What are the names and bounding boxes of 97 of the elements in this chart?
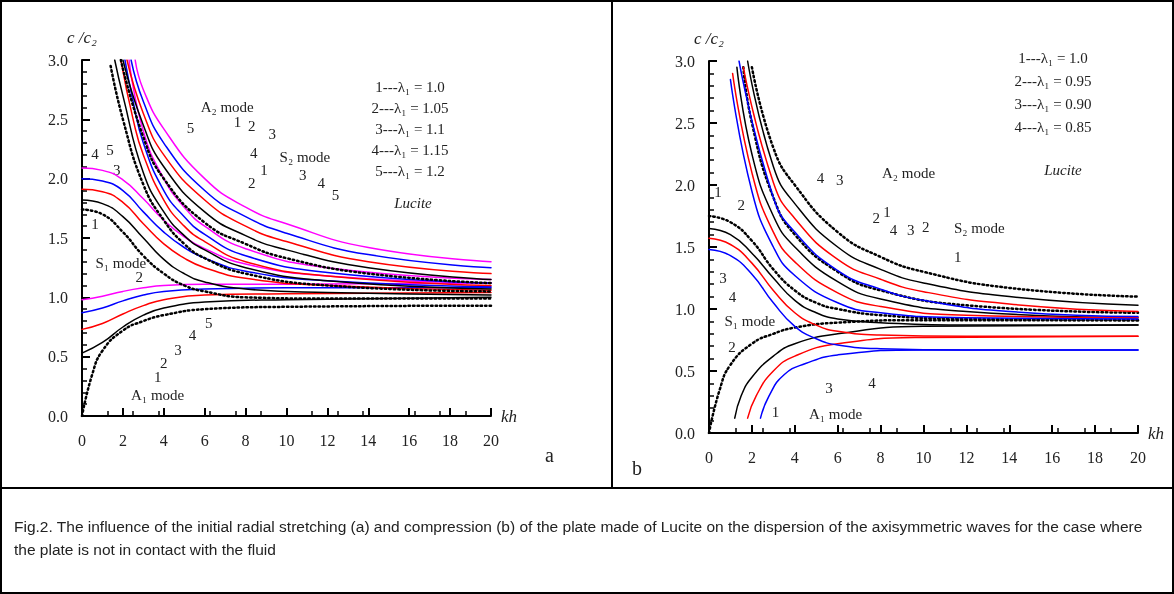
x-tick-label: 10 [278, 431, 295, 449]
y-tick-label: 0.5 [675, 362, 695, 380]
annotation: 1---λ₁ = 1.0 [1018, 50, 1088, 66]
annotation: 4---λ₁ = 1.15 [371, 142, 449, 158]
annotation: 3 [825, 380, 833, 397]
y-tick-label: 0.5 [48, 348, 68, 366]
annotation: Lucite [393, 195, 433, 211]
x-tick-label: 0 [705, 448, 713, 466]
y-tick-label: 0.0 [48, 407, 68, 425]
y-tick-label: 1.5 [675, 238, 695, 256]
annotation: 2---λ₁ = 0.95 [1014, 73, 1092, 89]
annotation: 2---λ₁ = 1.05 [371, 100, 449, 116]
annotation: 1 [233, 113, 242, 130]
annotation: 2 [247, 175, 256, 192]
y-tick-label: 1.5 [48, 229, 68, 247]
annotation: 1 [714, 184, 722, 201]
annotation: 4 [91, 145, 100, 162]
annotation: 2 [728, 339, 736, 356]
x-tick-label: 18 [442, 431, 459, 449]
y-tick-label: 3.0 [48, 51, 68, 69]
x-tick-label: 20 [1130, 448, 1146, 466]
x-tick-label: 0 [78, 431, 86, 449]
x-tick-label: 6 [833, 448, 842, 466]
annotation: 4 [250, 144, 259, 161]
x-tick-label: 6 [200, 431, 209, 449]
annotation: 1 [91, 215, 99, 232]
x-tick-label: 2 [747, 448, 756, 466]
annotation: 2 [921, 219, 930, 236]
y-tick-label: 3.0 [675, 52, 695, 70]
annotation: 3 [299, 167, 307, 184]
annotation: 4 [868, 375, 877, 392]
annotation: A₂ mode [881, 164, 936, 181]
x-tick-label: 8 [241, 431, 250, 449]
annotation: 2 [160, 354, 168, 371]
annotation: 1 [883, 204, 891, 221]
annotation: 1 [954, 248, 962, 265]
annotation: 3---λ₁ = 1.1 [375, 121, 445, 137]
annotation: 5 [205, 315, 213, 332]
annotation: 3---λ₁ = 0.90 [1014, 96, 1092, 112]
annotation: 4---λ₁ = 0.85 [1014, 119, 1092, 135]
annotation: 4 [889, 221, 898, 238]
y-tick-label: 2.5 [48, 110, 68, 128]
text: a [545, 444, 554, 466]
y-tick-label: 2.0 [675, 176, 695, 194]
annotation: 2 [135, 269, 144, 286]
annotation: A₂ mode [200, 99, 255, 116]
x-tick-label: 2 [118, 431, 127, 449]
annotation: 2 [737, 196, 745, 213]
x-tick-label: 16 [1044, 448, 1061, 466]
annotation: 5---λ₁ = 1.2 [375, 163, 445, 179]
annotation: 4 [816, 169, 825, 186]
x-axis-title: kh [501, 406, 518, 426]
annotation: 3 [719, 270, 727, 286]
annotation: 1 [771, 403, 780, 420]
annotation: 2 [872, 210, 881, 227]
text: b [632, 457, 642, 479]
annotation: S₁ mode [95, 254, 147, 271]
x-tick-label: 14 [360, 431, 377, 449]
y-axis-title: c /c₂ [67, 28, 98, 47]
x-tick-label: 12 [958, 448, 975, 466]
y-tick-label: 1.0 [48, 288, 68, 306]
annotation: 3 [268, 125, 276, 142]
y-axis-title: c /c₂ [694, 29, 725, 48]
x-tick-label: 4 [790, 448, 799, 466]
annotation: 5 [331, 187, 340, 204]
x-tick-label: 4 [159, 431, 168, 449]
x-tick-label: 18 [1087, 448, 1104, 466]
annotation: 4 [317, 175, 326, 192]
y-tick-label: 2.5 [675, 114, 695, 132]
x-axis-title: kh [1148, 423, 1165, 443]
y-tick-label: 0.0 [675, 424, 695, 442]
annotation: S₁ mode [724, 313, 776, 330]
annotation: 1---λ₁ = 1.0 [375, 79, 445, 95]
y-tick-label: 1.0 [675, 300, 695, 318]
annotation: A₁ mode [131, 386, 185, 403]
annotation: 4 [188, 327, 197, 344]
annotation: 2 [247, 118, 256, 135]
x-tick-label: 12 [319, 431, 336, 449]
x-tick-label: 16 [401, 431, 418, 449]
annotation: 5 [186, 119, 195, 136]
annotation: 3 [174, 341, 182, 358]
annotation: 4 [728, 288, 737, 305]
caption: Fig.2. The influence of the initial radial stretching (a) and compression (b) of the plate made of Lucite on the dispersion of the axisymmetric waves for the case where the plate is not in contact with the fluid [14, 517, 1144, 560]
x-tick-label: 8 [876, 448, 885, 466]
annotation: 5 [106, 142, 114, 159]
y-tick-label: 2.0 [48, 170, 68, 188]
annotation: S₂ mode [953, 220, 1005, 237]
annotation: Lucite [1043, 162, 1083, 178]
annotation: 3 [906, 221, 915, 238]
annotation: 1 [153, 368, 162, 385]
annotation: 3 [836, 172, 844, 189]
x-tick-label: 20 [483, 431, 499, 449]
x-tick-label: 14 [1001, 448, 1018, 466]
annotation: 1 [260, 162, 268, 179]
x-tick-label: 10 [915, 448, 932, 466]
annotation: A₁ mode [808, 406, 863, 423]
annotation: S₂ mode [279, 149, 331, 166]
